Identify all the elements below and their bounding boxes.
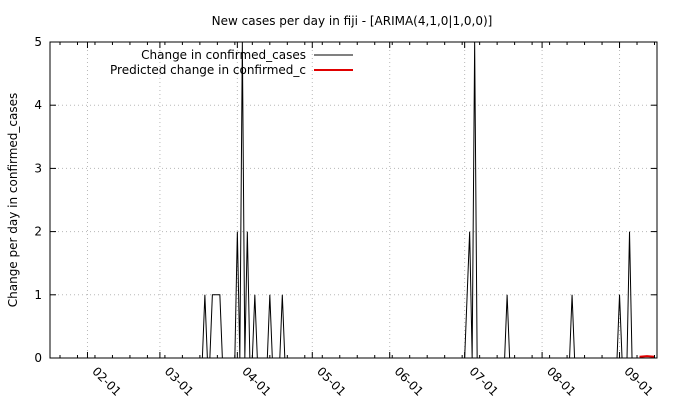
x-tick-label: 02-01 (89, 364, 124, 399)
x-tick-label: 05-01 (314, 364, 349, 399)
grid-layer (50, 42, 657, 358)
y-tick-label: 4 (34, 98, 42, 112)
x-tick-label: 08-01 (544, 364, 579, 399)
legend-entry-label: Change in confirmed_cases (141, 48, 306, 62)
series-line-confirmed-cases (50, 41, 640, 359)
plot-frame (49, 41, 658, 359)
x-tick-label: 09-01 (621, 364, 656, 399)
y-tick-label: 0 (34, 351, 42, 365)
legend-entry-label: Predicted change in confirmed_c (110, 63, 306, 77)
x-tick-label: 06-01 (392, 364, 427, 399)
series-line-predicted (639, 355, 655, 358)
y-tick-label: 2 (34, 225, 42, 239)
y-tick-label: 1 (34, 288, 42, 302)
y-tick-label: 5 (34, 35, 42, 49)
x-tick-label: 03-01 (162, 364, 197, 399)
chart-title: New cases per day in fiji - [ARIMA(4,1,0… (212, 14, 493, 28)
series-layer (50, 41, 655, 359)
ticks-layer: 0 1 2 3 4 5 02-01 03-01 04-01 05-01 06-01 07-01 08-0… (34, 35, 657, 399)
axes-layer (49, 41, 658, 359)
y-axis-label: Change per day in confirmed_cases (6, 93, 20, 308)
x-tick-label: 07-01 (467, 364, 502, 399)
x-tick-label: 04-01 (239, 364, 274, 399)
y-tick-label: 3 (34, 161, 42, 175)
